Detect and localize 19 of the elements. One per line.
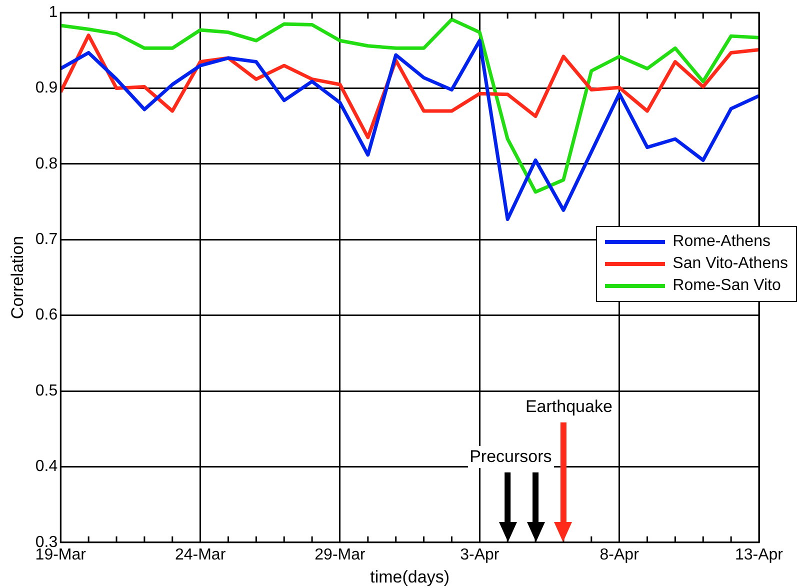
y-tick-label: 0.7: [35, 231, 58, 248]
legend-label: Rome-San Vito: [672, 277, 781, 295]
y-tick-label: 0.4: [35, 458, 58, 476]
x-tick-label: 13-Apr: [734, 546, 784, 564]
ref-line-label: Precursors: [468, 446, 554, 468]
x-axis-title: time(days): [370, 567, 450, 586]
x-tick-label: 8-Apr: [600, 546, 640, 564]
x-tick-label: 3-Apr: [460, 546, 500, 564]
y-tick-label: 0.8: [35, 155, 58, 172]
y-tick-label: 0.9: [35, 80, 58, 97]
ref-line-label: Earthquake: [523, 396, 614, 418]
y-tick-label: 0.6: [35, 306, 58, 324]
x-tick-label: 24-Mar: [174, 546, 226, 564]
legend-label: Rome-Athens: [672, 233, 770, 251]
y-tick-label: 0.5: [35, 382, 58, 400]
legend-label: San Vito-Athens: [672, 255, 788, 273]
y-axis-title: Correlation: [8, 236, 27, 320]
x-tick-label: 29-Mar: [314, 546, 366, 564]
y-tick-label: 1: [48, 4, 58, 22]
